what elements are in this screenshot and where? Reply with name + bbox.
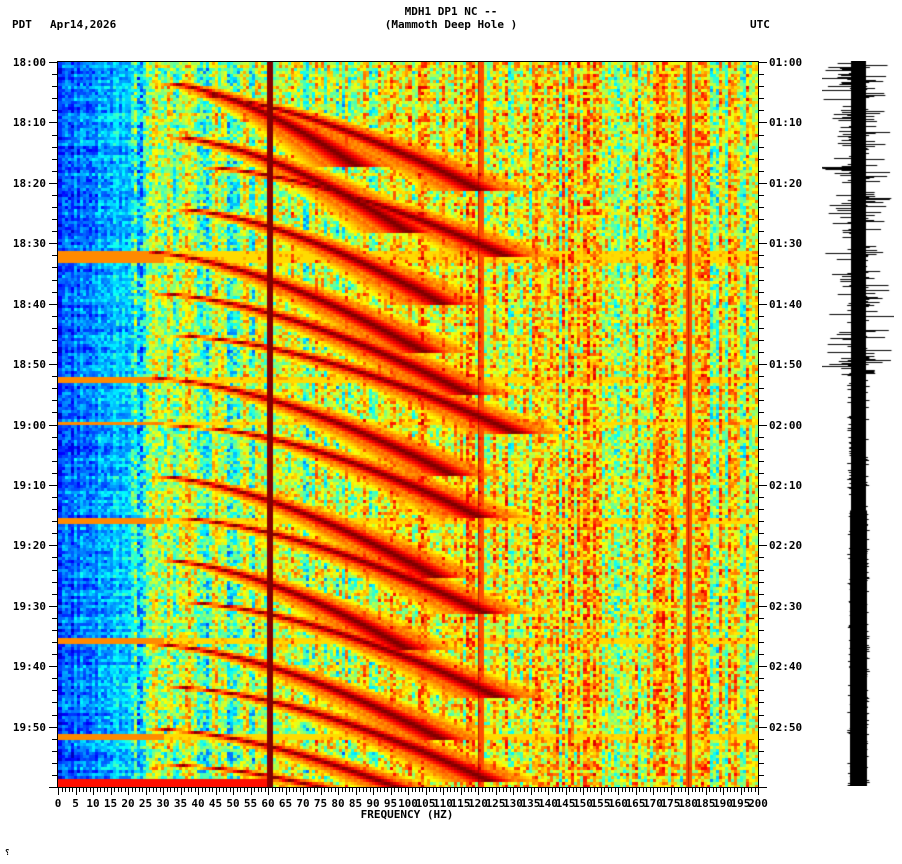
x-tick-major <box>145 787 147 795</box>
x-tick-major <box>128 787 129 795</box>
x-axis-title: FREQUENCY (HZ) <box>360 808 454 821</box>
y-right-time-label: 01:00 <box>769 56 803 69</box>
x-tick-major <box>285 787 287 795</box>
y-right-time-label: 02:10 <box>769 478 803 492</box>
y-right-time-label: 02:20 <box>769 539 803 553</box>
amplitude-trace-panel <box>822 61 894 786</box>
x-tick-major <box>250 787 252 795</box>
x-tick-major <box>198 787 199 795</box>
x-tick-major <box>110 787 112 795</box>
x-tick-major <box>58 787 59 795</box>
x-tick-major <box>355 787 357 795</box>
y-right-tick-major <box>758 484 767 486</box>
y-left-time-label: 19:30 <box>12 599 46 613</box>
y-right-tick-major <box>758 364 767 366</box>
x-tick-major <box>688 787 689 795</box>
y-left-time-label: 18:30 <box>12 237 46 251</box>
y-left-time-label: 18:20 <box>12 176 46 190</box>
x-tick-major <box>93 787 94 795</box>
y-right-tick-major <box>758 666 767 668</box>
y-right-tick-major <box>758 424 767 426</box>
y-right-time-label: 01:20 <box>769 176 803 190</box>
y-right-tick-major <box>758 122 767 124</box>
x-tick-major <box>513 787 514 795</box>
spectrogram-canvas[interactable] <box>58 62 758 787</box>
x-tick-major <box>705 787 707 795</box>
x-tick-major <box>303 787 304 795</box>
timezone-right-label: UTC <box>750 18 770 31</box>
x-tick-major <box>495 787 497 795</box>
y-right-tick-major <box>758 182 767 184</box>
y-right-time-label: 02:40 <box>769 660 803 674</box>
x-tick-major <box>163 787 164 795</box>
y-right-tick-major <box>758 605 767 607</box>
date-label: Apr14,2026 <box>50 18 117 31</box>
x-tick-major <box>600 787 602 795</box>
y-left-time-label: 19:50 <box>12 720 46 734</box>
y-right-time-label: 02:30 <box>769 599 803 613</box>
amplitude-trace-canvas <box>822 61 894 786</box>
corner-artifact-mark: ⸮ <box>5 848 10 857</box>
x-tick-major <box>233 787 234 795</box>
x-tick-major <box>723 787 724 795</box>
x-tick-major <box>390 787 392 795</box>
x-tick-major <box>75 787 77 795</box>
x-tick-major <box>373 787 374 795</box>
x-tick-major <box>320 787 322 795</box>
y-right-time-label: 01:40 <box>769 297 803 311</box>
station-subtitle: (Mammoth Deep Hole ) <box>384 18 518 31</box>
y-left-time-label: 19:40 <box>12 660 46 674</box>
y-right-tick-major <box>758 787 767 788</box>
x-tick-major <box>478 787 479 795</box>
y-right-tick-major <box>758 243 767 245</box>
x-tick-major <box>565 787 567 795</box>
y-right-time-label: 01:10 <box>769 116 803 130</box>
x-tick-major <box>583 787 584 795</box>
x-tick-major <box>443 787 444 795</box>
y-right-time-label: 02:50 <box>769 720 803 734</box>
x-tick-major <box>460 787 462 795</box>
x-tick-major <box>408 787 409 795</box>
y-right-time-label: 01:50 <box>769 358 803 372</box>
x-tick-major <box>180 787 182 795</box>
x-tick-major <box>215 787 217 795</box>
y-left-time-label: 18:50 <box>12 358 46 372</box>
y-left-time-label: 18:00 <box>12 56 46 69</box>
y-left-time-label: 19:10 <box>12 478 46 492</box>
station-title: MDH1 DP1 NC -- <box>404 5 498 18</box>
y-left-time-label: 19:20 <box>12 539 46 553</box>
y-right-time-label: 01:30 <box>769 237 803 251</box>
y-right-tick-major <box>758 303 767 305</box>
x-tick-major <box>653 787 654 795</box>
x-tick-major <box>618 787 619 795</box>
x-tick-major <box>530 787 532 795</box>
x-tick-major <box>425 787 427 795</box>
x-tick-major <box>338 787 339 795</box>
y-left-time-label: 18:40 <box>12 297 46 311</box>
timezone-left-label: PDT <box>12 18 32 31</box>
header-bar: PDT Apr14,2026 MDH1 DP1 NC -- (Mammoth D… <box>0 0 902 56</box>
x-tick-major <box>635 787 637 795</box>
x-tick-major <box>268 787 269 795</box>
x-tick-major <box>548 787 549 795</box>
y-right-tick-major <box>758 62 767 63</box>
y-right-tick-major <box>758 545 767 547</box>
y-left-time-label: 18:10 <box>12 116 46 130</box>
y-right-time-label: 02:00 <box>769 418 803 432</box>
x-tick-major <box>740 787 742 795</box>
spectrogram-plot-area[interactable] <box>57 61 759 788</box>
y-right-tick-major <box>758 726 767 728</box>
x-tick-major <box>670 787 672 795</box>
y-left-time-label: 19:00 <box>12 418 46 432</box>
x-tick-major <box>758 787 759 795</box>
